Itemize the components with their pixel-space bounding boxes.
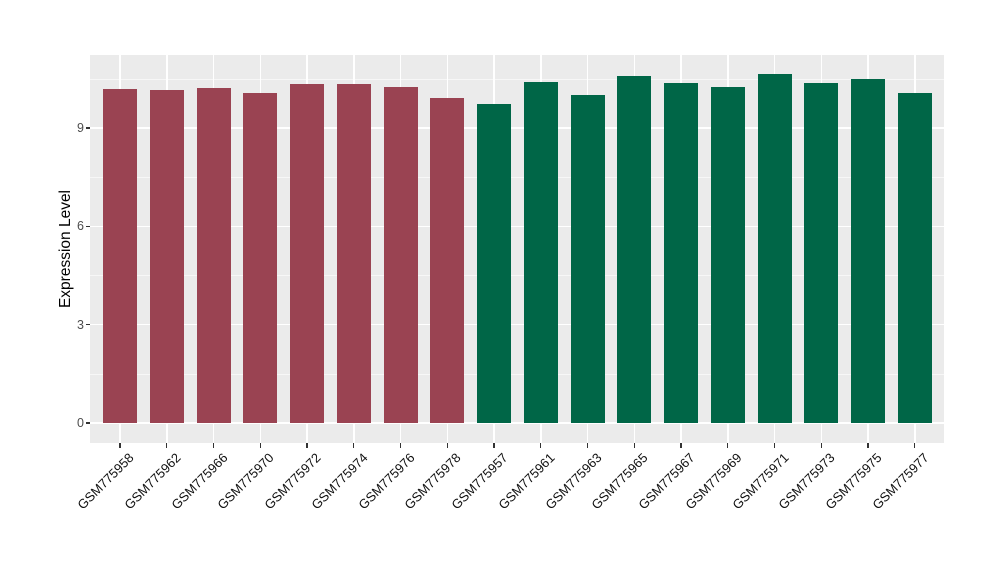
plot-panel [90,55,944,443]
x-tick-mark [446,443,448,448]
bar-GSM775970 [243,92,278,423]
h-gridline-minor [90,78,944,80]
y-tick-label: 3 [77,317,84,332]
bar-GSM775962 [149,90,184,423]
h-gridline-major [90,422,944,424]
h-gridline-major [90,323,944,326]
y-tick-label: 6 [77,219,84,234]
y-tick-mark [86,127,90,129]
bar-GSM775961 [523,82,558,423]
bar-GSM775969 [710,87,745,423]
h-gridline-major [90,225,944,228]
x-tick-mark [166,443,168,448]
bar-GSM775977 [897,92,932,423]
y-tick-label: 9 [77,120,84,135]
bar-GSM775967 [664,83,698,423]
y-tick-mark [86,422,90,424]
x-tick-mark [212,443,215,448]
y-tick-mark [86,324,90,326]
x-tick-mark [399,443,402,448]
h-gridline-major [90,127,944,129]
x-tick-mark [493,443,495,448]
x-tick-mark [353,443,355,448]
bar-GSM775975 [851,78,885,423]
bar-GSM775957 [477,104,511,423]
x-tick-mark [727,443,729,448]
bar-GSM775976 [383,87,418,423]
x-tick-mark [586,443,589,448]
bar-GSM775963 [570,94,605,423]
y-tick-mark [86,225,90,227]
x-tick-mark [540,443,542,448]
h-gridline-minor [90,177,944,179]
x-tick-mark [119,443,121,448]
x-tick-mark [259,443,261,448]
bar-GSM775974 [336,84,371,423]
x-tick-mark [914,443,916,448]
bar-GSM775971 [757,73,792,423]
bar-GSM775972 [290,83,324,423]
x-tick-mark [867,443,869,448]
y-tick-label: 0 [77,416,84,430]
bar-GSM775973 [804,83,839,423]
bar-GSM775965 [617,75,652,423]
x-tick-mark [306,443,308,448]
x-tick-mark [633,443,635,448]
bar-GSM775978 [430,98,465,423]
h-gridline-minor [90,373,944,375]
x-tick-mark [680,443,682,448]
bar-GSM775958 [103,88,137,423]
h-gridline-minor [90,275,944,277]
y-axis-title: Expression Level [57,189,74,309]
x-tick-mark [820,443,822,448]
x-tick-mark [773,443,776,448]
bar-GSM775966 [196,87,231,423]
